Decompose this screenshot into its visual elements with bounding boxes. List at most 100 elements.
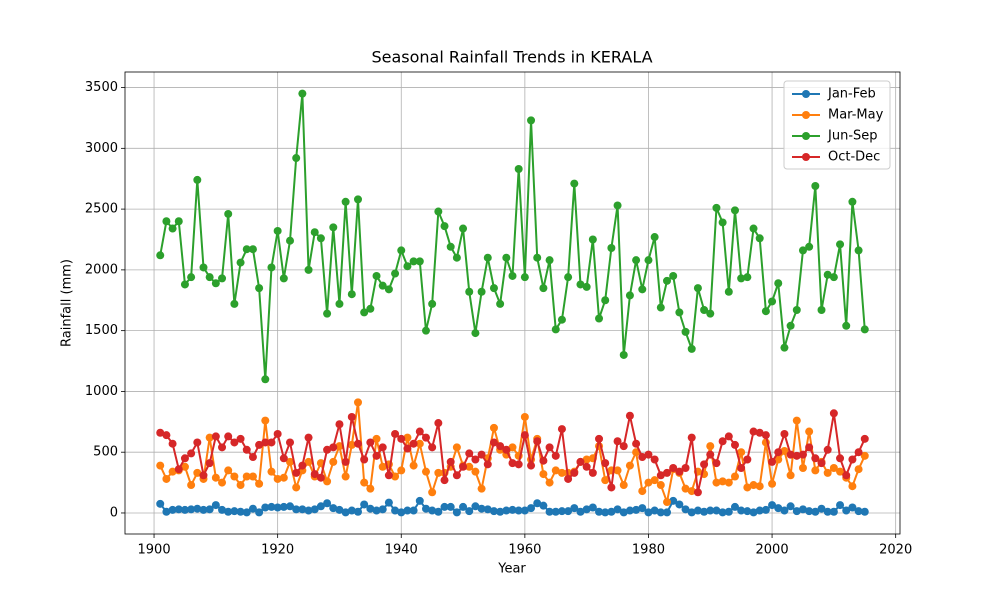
point [737,274,746,283]
point [712,478,721,487]
point [780,506,789,515]
point [230,507,239,516]
point [613,437,622,446]
point [706,309,715,318]
point [737,506,746,515]
point [533,437,542,446]
point [619,442,628,451]
point [156,251,165,260]
point [656,471,665,480]
point [718,437,727,446]
point [236,507,245,516]
point [230,472,239,481]
point [323,309,332,318]
point [298,89,307,98]
point [366,484,375,493]
point [693,488,702,497]
point [520,273,529,282]
point [286,236,295,245]
point [829,507,838,516]
point [761,431,770,440]
point [848,482,857,491]
point [805,443,814,452]
point [187,505,196,514]
point [539,501,548,510]
point [242,472,251,481]
point [267,438,276,447]
point [502,445,511,454]
point [397,246,406,255]
point [397,508,406,517]
point [187,481,196,490]
point [625,411,634,420]
point [533,253,542,262]
point [341,197,350,206]
point [557,468,566,477]
point [477,484,486,493]
point [823,445,832,454]
point [706,506,715,515]
point [786,471,795,480]
point [712,459,721,468]
point [248,453,257,462]
point [768,479,777,488]
point [786,502,795,511]
point [335,442,344,451]
point [743,273,752,282]
point [724,507,733,516]
point [248,245,257,254]
point [545,478,554,487]
point [644,508,653,517]
point [792,305,801,314]
point [415,257,424,266]
x-axis-label: Year [497,562,526,577]
point [459,224,468,233]
point [421,467,430,476]
point [180,462,189,471]
point [588,235,597,244]
point [613,505,622,514]
point [724,432,733,441]
point [811,182,820,191]
point [749,427,758,436]
point [353,439,362,448]
point [199,505,208,514]
point [582,282,591,291]
point [391,429,400,438]
point [329,443,338,452]
point [545,256,554,265]
point [817,504,826,513]
point [780,429,789,438]
point [218,274,227,283]
point [564,474,573,483]
point [669,464,678,472]
point [403,444,412,453]
point [582,462,591,471]
point [323,477,332,486]
point [700,460,709,469]
point [644,450,653,459]
point [489,438,498,447]
point [415,427,424,436]
point [829,409,838,418]
point [434,468,443,477]
point [187,449,196,458]
point [360,478,369,487]
point [360,500,369,509]
legend-marker [802,153,810,161]
point [292,154,301,163]
point [156,499,165,508]
point [829,273,838,282]
point [180,280,189,289]
point [428,506,437,515]
point [409,257,418,266]
point [329,223,338,232]
point [211,279,220,288]
point [737,448,746,457]
point [316,234,325,243]
point [576,507,585,516]
point [860,451,869,460]
y-tick-label: 500 [93,445,118,460]
point [205,505,214,514]
